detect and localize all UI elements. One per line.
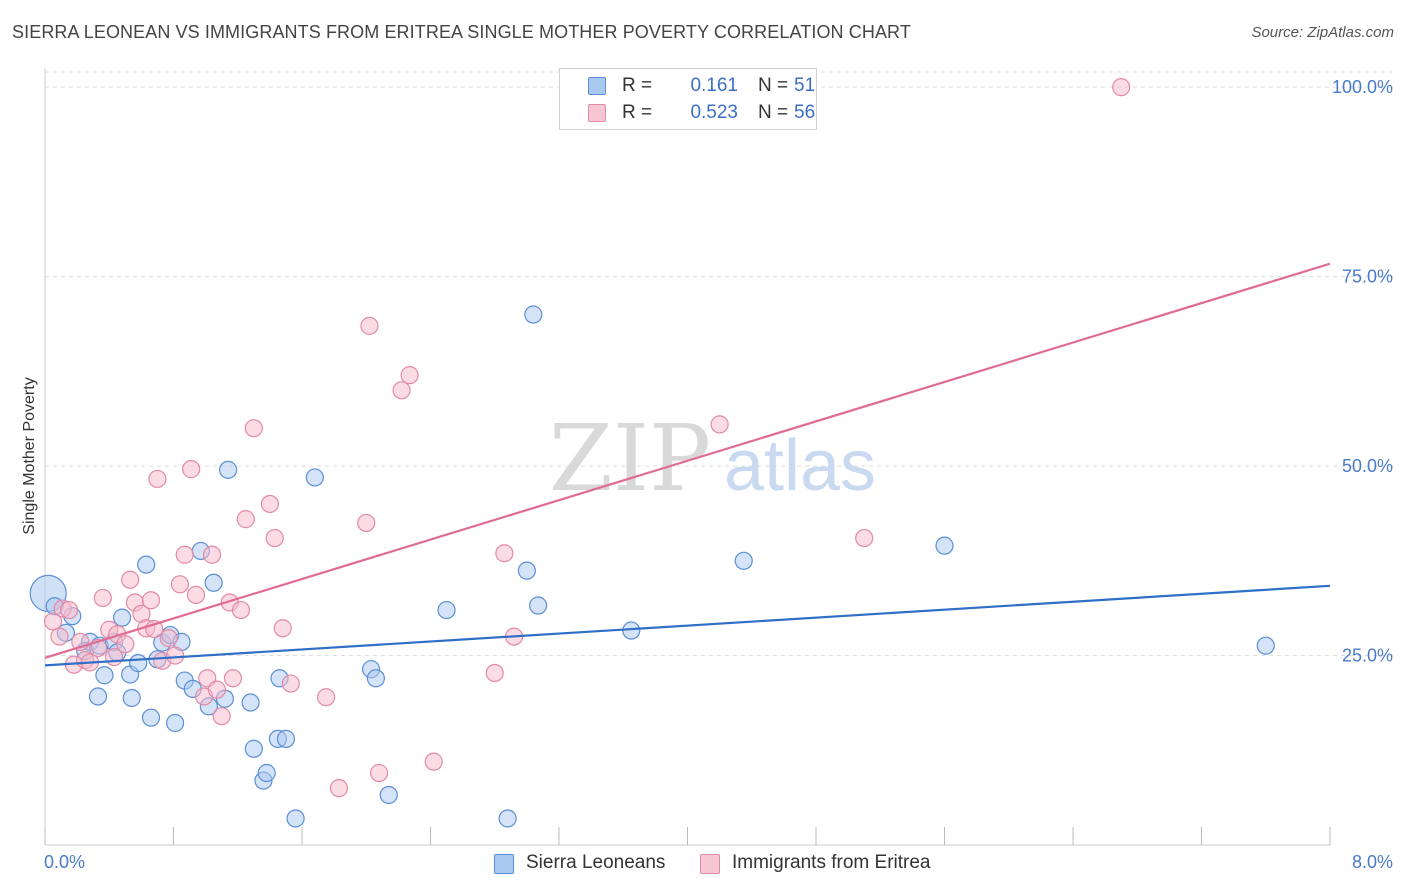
point-eritrea [212,707,231,726]
point-eritrea [231,600,251,620]
legend-r-label: R = [622,102,653,123]
legend-swatch-blue [588,77,606,95]
point-eritrea [1112,78,1131,97]
point-eritrea [182,460,201,479]
point-sierra-leonean [498,809,517,828]
point-eritrea [141,591,161,610]
point-eritrea [148,469,167,489]
point-eritrea [273,619,292,638]
point-sierra-leonean [286,809,305,828]
point-eritrea [43,612,63,631]
point-sierra-leonean [366,669,385,688]
point-eritrea [260,494,279,514]
trend-line-eritrea [44,262,1331,659]
point-eritrea [121,570,140,589]
legend-r-label: R = [622,75,653,96]
axes [44,68,1331,846]
point-sierra-leonean [204,573,223,592]
point-sierra-leonean [166,713,185,733]
point-eritrea [207,680,226,699]
legend-n-value: 51 [794,75,816,96]
point-eritrea [202,545,222,564]
tick-labels: 25.0% 50.0% 75.0% 100.0% 0.0% 8.0% [44,77,1393,872]
point-eritrea [244,419,263,438]
legend-n-value: 56 [794,102,816,123]
point-eritrea [281,674,300,693]
point-eritrea [186,585,206,605]
point-eritrea [485,663,504,683]
point-sierra-leonean [112,608,132,627]
watermark-atlas: atlas [724,426,876,506]
point-sierra-leonean [95,666,114,685]
point-eritrea [360,316,379,335]
point-eritrea [59,600,79,620]
point-sierra-leonean [141,708,161,727]
point-eritrea [265,528,284,548]
point-eritrea [50,627,69,646]
point-eritrea [175,545,194,564]
point-sierra-leonean [257,763,276,783]
point-eritrea [223,669,243,688]
legend-r-value: 0.161 [690,75,738,96]
legend-swatch-pink [588,104,606,122]
point-eritrea [170,575,190,594]
series-sierra-leoneans-points [29,305,1275,828]
point-eritrea [424,752,443,771]
trend-line-sierra-leoneans [44,584,1331,667]
point-eritrea [236,510,255,529]
bottom-legend-swatch-pink [700,854,720,874]
series-eritrea-points [43,78,1131,798]
legend-r-value: 0.523 [690,102,738,123]
legend: R = 0.161 N = 51 R = 0.523 N = 56 [559,68,817,130]
point-sierra-leonean [276,729,296,749]
bottom-legend-swatch-blue [494,854,514,874]
point-sierra-leonean [524,305,543,324]
x-tick-label: 0.0% [44,852,85,872]
bottom-legend-label: Immigrants from Eritrea [732,852,931,873]
point-eritrea [316,688,336,707]
point-sierra-leonean [305,468,324,487]
point-eritrea [357,513,376,533]
point-sierra-leonean [517,561,536,580]
gridlines [45,71,1395,657]
trend-lines [44,262,1331,667]
point-sierra-leonean [244,739,263,758]
point-sierra-leonean [241,693,260,712]
point-eritrea [392,381,411,400]
y-tick-label: 100.0% [1332,77,1393,97]
point-eritrea [855,528,874,548]
y-tick-label: 50.0% [1342,456,1393,476]
point-eritrea [159,629,178,648]
legend-n-label: N = [758,75,789,96]
legend-n-label: N = [758,102,789,123]
chart-title: SIERRA LEONEAN VS IMMIGRANTS FROM ERITRE… [12,22,911,42]
point-sierra-leonean [1256,636,1275,655]
point-sierra-leonean [935,536,954,555]
y-tick-label: 25.0% [1342,646,1393,666]
point-sierra-leonean [379,785,398,805]
point-sierra-leonean [129,654,148,673]
y-tick-label: 75.0% [1342,267,1393,287]
point-eritrea [495,544,514,563]
point-sierra-leonean [437,600,456,620]
point-sierra-leonean [88,687,108,706]
x-tick-label: 8.0% [1352,852,1393,872]
point-sierra-leonean [734,551,753,570]
point-eritrea [400,366,419,385]
point-eritrea [710,415,729,434]
watermark: ZIP atlas [549,405,876,512]
y-axis-title: Single Mother Poverty [21,377,38,534]
point-eritrea [329,779,349,798]
bottom-legend-label: Sierra Leoneans [526,852,666,873]
point-eritrea [370,763,389,783]
source-label: Source: ZipAtlas.com [1251,24,1394,41]
point-sierra-leonean [137,555,156,574]
point-eritrea [93,588,112,608]
point-sierra-leonean [122,688,141,708]
point-sierra-leonean [529,596,548,615]
point-eritrea [166,646,185,665]
point-eritrea [116,635,135,654]
point-sierra-leonean [219,460,238,479]
